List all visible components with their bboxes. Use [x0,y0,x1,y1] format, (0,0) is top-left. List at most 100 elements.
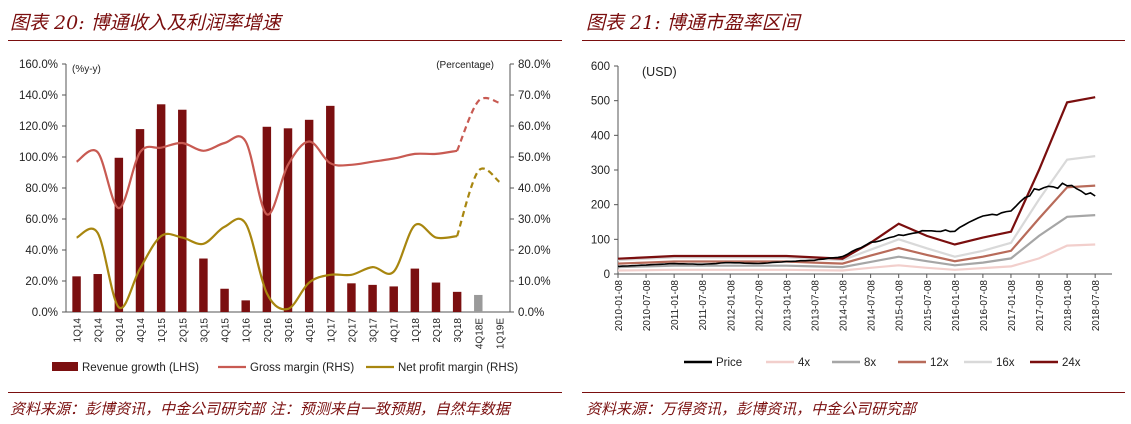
gross-margin-forecast-line [456,96,500,152]
x-tick-label: 2013-01-08 [782,280,793,332]
left-y-tick-label: 40.0% [25,245,58,257]
y-tick-label: 500 [591,96,610,108]
x-tick-label: 3Q16 [284,318,295,343]
legend-label: 16x [996,357,1015,369]
x-tick-label: 1Q15 [157,318,168,343]
gross-margin-line [75,135,458,216]
legend-label: 12x [930,357,949,369]
revenue-bar [114,157,124,312]
y-tick-label: 300 [591,165,610,177]
revenue-bar [241,300,250,312]
right-title-rule [582,40,1125,41]
right-panel-title: 图表 21: 博通市盈率区间 [586,12,800,34]
legend-label: 24x [1062,357,1081,369]
x-tick-label: 2013-07-08 [810,280,821,332]
revenue-bar [452,291,462,312]
x-tick-label: 2Q15 [178,318,189,343]
x-tick-label: 2Q16 [263,318,274,343]
pe-24x-series-line [617,96,1096,260]
x-tick-label: 2014-07-08 [867,280,878,332]
y-tick-label: 200 [591,200,610,212]
right-source-rule [582,392,1125,393]
x-tick-label: 2Q18 [432,318,443,343]
revenue-bar [156,104,166,312]
left-panel-title: 图表 20: 博通收入及利润率增速 [10,12,281,34]
revenue-bar [389,286,398,312]
legend-net-label: Net profit margin (RHS) [398,362,518,374]
x-tick-label: 2011-01-08 [670,280,681,331]
x-tick-label: 4Q14 [136,318,147,343]
revenue-bar [93,274,102,312]
legend-label: 8x [864,357,876,369]
legend-gross-label: Gross margin (RHS) [250,362,354,374]
revenue-bar [283,128,293,312]
legend-label: 4x [798,357,810,369]
pe-8x-series-line [617,214,1096,269]
net-margin-forecast-line [456,167,501,237]
pe-4x-series-line [617,243,1096,272]
x-tick-label: 2018-07-08 [1091,280,1102,332]
price-series-line [617,182,1096,268]
x-tick-label: 2012-07-08 [754,280,765,332]
left-y-tick-label: 0.0% [32,307,58,319]
x-tick-label: 3Q18 [453,318,464,343]
x-tick-label: 1Q19E [495,318,506,349]
left-source-note: 资料来源：彭博资讯，中金公司研究部 注：预测来自一致预期，自然年数据 [10,400,510,418]
left-y-tick-label: 120.0% [19,121,58,133]
left-y-tick-label: 100.0% [19,152,58,164]
x-tick-label: 4Q17 [390,318,401,343]
x-tick-label: 2017-01-08 [1007,280,1018,332]
right-y-tick-label: 0.0% [518,307,544,319]
right-y-tick-label: 20.0% [518,245,551,257]
net-margin-line [76,217,458,311]
revenue-bar [431,282,441,312]
x-tick-label: 2Q14 [94,318,105,343]
left-y-tick-label: 140.0% [19,90,58,102]
legend-label: Price [716,357,742,369]
right-y-tick-label: 30.0% [518,214,551,226]
left-source-rule [8,392,562,393]
revenue-bar [474,294,483,312]
x-tick-label: 2017-07-08 [1035,280,1046,332]
left-y-tick-label: 160.0% [19,59,58,71]
x-tick-label: 1Q17 [326,318,337,343]
legend-revenue-swatch [52,362,78,371]
right-y-tick-label: 10.0% [518,276,551,288]
x-tick-label: 2015-01-08 [895,280,906,332]
revenue-margin-chart: 0.0% 20.0% 40.0% 60.0% 80.0% 100.0% 120.0% 140.… [19,59,551,374]
left-title-rule [8,40,562,41]
revenue-bar [178,109,187,312]
pe-12x-series-line [617,184,1096,265]
y-tick-label: 400 [591,130,610,142]
x-tick-label: 2Q17 [347,318,358,343]
x-tick-label: 2016-01-08 [951,280,962,332]
x-tick-label: 4Q15 [221,318,232,343]
revenue-bar [326,105,335,312]
right-source-note: 资料来源：万得资讯，彭博资讯，中金公司研究部 [586,400,917,418]
x-tick-label: 2011-07-08 [698,280,709,331]
revenue-bar [262,126,272,313]
right-y-tick-label: 50.0% [518,152,551,164]
revenue-bar [220,288,229,312]
x-tick-label: 2018-01-08 [1063,280,1074,332]
y-tick-label: 600 [591,61,610,73]
x-tick-label: 2010-01-08 [614,280,625,332]
left-y-tick-label: 60.0% [25,214,58,226]
pe-band-chart: 0 100 200 300 400 500 600 (USD) 2010-01-08 2010-0… [591,61,1112,369]
revenue-bar [304,119,314,312]
unit-label: (USD) [642,65,677,79]
x-tick-label: 3Q14 [115,318,126,343]
x-tick-label: 3Q15 [199,318,210,343]
right-y-tick-label: 60.0% [518,121,551,133]
x-tick-label: 2014-01-08 [839,280,850,332]
x-tick-label: 4Q16 [305,318,316,343]
revenue-bar [135,129,145,312]
x-tick-label: 2016-07-08 [979,280,990,332]
pe-16x-series-line [617,155,1096,262]
revenue-bar [72,276,81,312]
revenue-bar [368,284,377,312]
y-tick-label: 100 [591,234,610,246]
left-y-tick-label: 80.0% [25,183,58,195]
x-tick-label: 3Q17 [369,318,380,343]
right-y-tick-label: 70.0% [518,90,551,102]
